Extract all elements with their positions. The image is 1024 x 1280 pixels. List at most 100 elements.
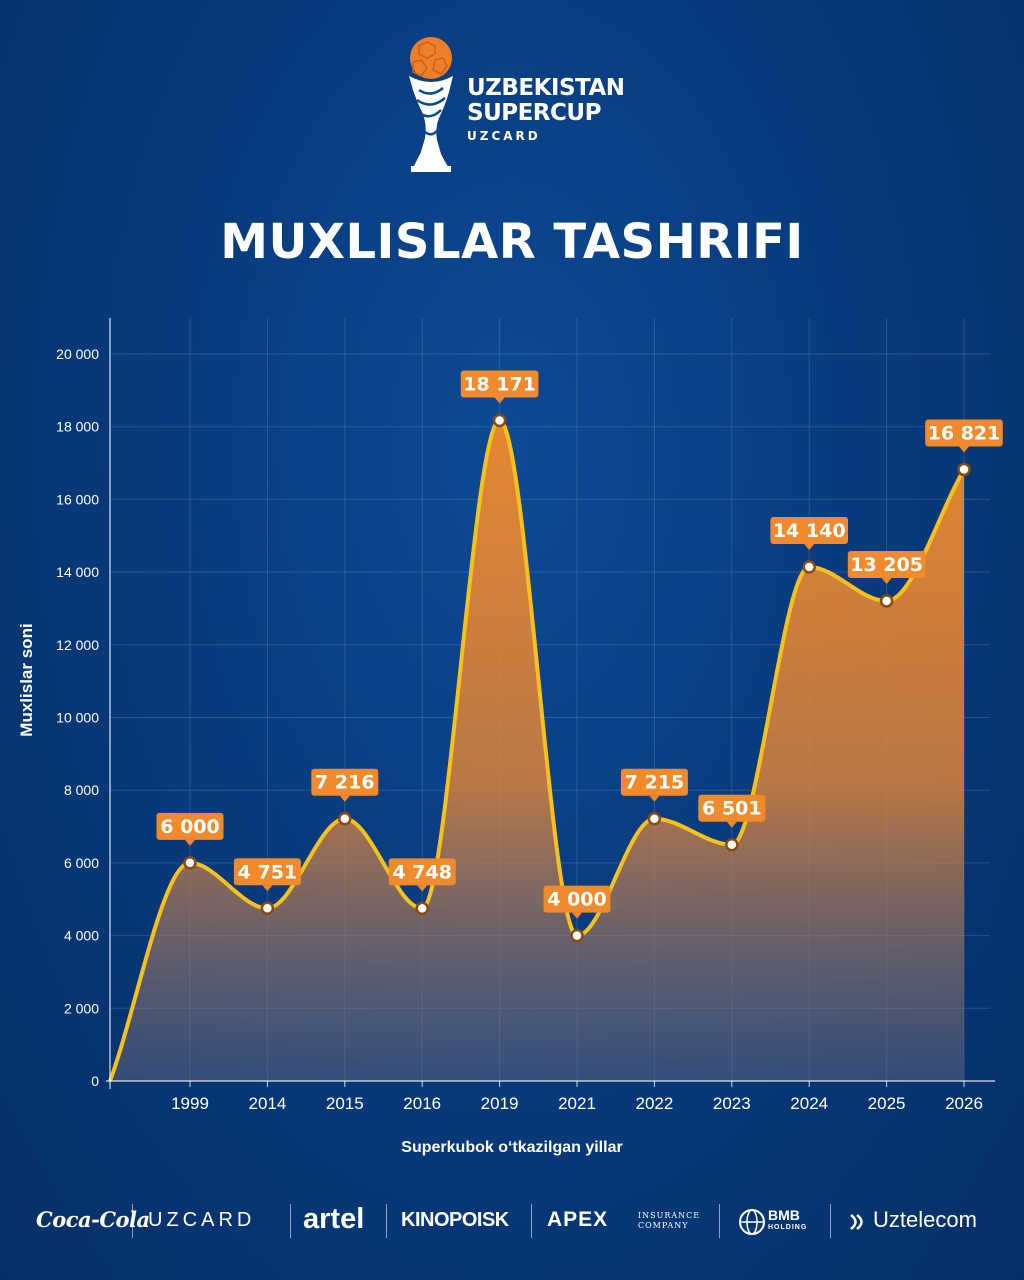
data-point — [260, 901, 275, 916]
y-tick-label: 14 000 — [56, 564, 99, 580]
data-label-text: 18 171 — [463, 373, 536, 395]
data-labels: 6 000 4 751 7 216 4 748 18 171 4 000 7 215 6 50… — [156, 370, 1003, 919]
data-label-box — [543, 885, 611, 913]
page-title: MUXLISLAR TASHRIFI — [220, 214, 804, 270]
data-label-box — [233, 858, 301, 886]
y-tick-label: 0 — [91, 1073, 99, 1089]
data-label-text: 4 751 — [238, 861, 298, 883]
data-label-box — [156, 812, 224, 840]
data-label: 7 215 — [620, 768, 688, 802]
data-label-pointer — [339, 795, 350, 802]
y-axis-label: Muxlislar soni — [17, 623, 36, 736]
data-label: 4 748 — [388, 858, 456, 892]
data-label-pointer — [649, 795, 660, 802]
y-tick-label: 4 000 — [64, 928, 99, 944]
data-label-box — [460, 370, 539, 398]
data-label: 6 000 — [156, 812, 224, 846]
data-label-box — [847, 550, 926, 578]
data-label: 6 501 — [698, 794, 766, 828]
sponsor-apex-sub1: INSURANCE — [638, 1211, 701, 1220]
y-tick-label: 16 000 — [56, 491, 99, 507]
data-label-text: 6 000 — [160, 816, 220, 838]
data-label: 16 821 — [925, 419, 1003, 453]
x-tick-label: 2016 — [403, 1094, 441, 1113]
y-tick-label: 20 000 — [56, 346, 99, 362]
y-tick-label: 8 000 — [64, 782, 99, 798]
data-label: 14 140 — [770, 517, 848, 551]
data-label-box — [770, 517, 848, 545]
x-tick-label: 2021 — [558, 1094, 596, 1113]
data-label-text: 4 748 — [392, 861, 452, 883]
bmb-globe-icon — [739, 1209, 765, 1235]
x-tick-label: 2024 — [790, 1094, 828, 1113]
area-fill — [110, 420, 964, 1081]
x-tick-labels: 1999 2014 2015 2016 2019 2021 2022 2023 2024 2025… — [171, 1094, 983, 1113]
sponsor-artel: artel — [303, 1203, 365, 1235]
sponsor-coca-cola: Coca-Cola — [36, 1207, 150, 1232]
data-label-text: 13 205 — [850, 554, 923, 576]
attendance-chart: 0 2 000 4 000 6 000 8 000 10 000 12 000 14 000 1… — [17, 318, 1003, 1156]
x-tick-label: 2014 — [248, 1094, 286, 1113]
data-label-pointer — [572, 912, 582, 919]
data-label-box — [311, 768, 379, 796]
data-label-text: 16 821 — [928, 423, 1001, 445]
data-label-pointer — [262, 885, 273, 892]
data-label-text: 7 216 — [315, 772, 375, 794]
sponsor-kinopoisk: KINOPOISK — [401, 1209, 509, 1231]
data-point — [647, 811, 662, 826]
data-point — [183, 856, 197, 870]
sponsor-apex: APEX — [547, 1208, 609, 1231]
x-axis-label: Superkubok o‘tkazilgan yillar — [401, 1139, 622, 1156]
data-label: 4 751 — [233, 858, 301, 892]
data-label-box — [620, 768, 688, 796]
y-tick-label: 18 000 — [56, 419, 99, 435]
sponsor-bmb: BMB — [768, 1207, 800, 1223]
sponsor-uzcard: UZCARD — [148, 1209, 256, 1231]
y-tick-labels: 0 2 000 4 000 6 000 8 000 10 000 12 000 14 000 1… — [56, 346, 99, 1089]
data-point — [415, 901, 429, 916]
data-point — [338, 811, 352, 826]
data-point — [725, 837, 739, 852]
data-label-pointer — [881, 577, 892, 584]
x-tick-label: 2023 — [713, 1094, 751, 1113]
data-label-box — [388, 858, 456, 886]
x-tick-label: 2022 — [635, 1094, 673, 1113]
data-label: 4 000 — [543, 885, 611, 919]
x-tick-label: 2015 — [326, 1094, 364, 1113]
data-label-pointer — [494, 397, 505, 404]
data-label-box — [925, 419, 1003, 447]
logo-line2: SUPERCUP — [467, 100, 601, 126]
y-tick-label: 12 000 — [56, 637, 99, 653]
y-tick-label: 6 000 — [64, 855, 99, 871]
data-point — [879, 594, 894, 608]
data-label-text: 4 000 — [547, 889, 607, 911]
data-label-box — [698, 794, 766, 822]
uztelecom-icon — [850, 1214, 863, 1230]
logo-line1: UZBEKISTAN — [467, 75, 625, 101]
x-tick-label: 2026 — [945, 1094, 983, 1113]
data-label-text: 14 140 — [773, 520, 846, 542]
data-point — [957, 462, 971, 477]
data-label-pointer — [804, 544, 815, 551]
data-label: 7 216 — [311, 768, 379, 802]
data-label-pointer — [726, 821, 737, 828]
data-label-text: 6 501 — [702, 798, 762, 820]
sponsors-bar: Coca-Cola UZCARD artel KINOPOISK APEX IN… — [0, 1198, 1024, 1248]
x-tick-label: 2019 — [481, 1094, 519, 1113]
data-point — [492, 413, 507, 428]
data-label-text: 7 215 — [625, 772, 685, 794]
x-tick-label: 2025 — [868, 1094, 906, 1113]
data-label: 18 171 — [460, 370, 539, 404]
data-point — [802, 560, 816, 574]
data-label-pointer — [959, 446, 969, 453]
sponsor-uztelecom: Uztelecom — [873, 1207, 977, 1232]
x-tick-label: 1999 — [171, 1094, 209, 1113]
logo-line3: UZCARD — [467, 129, 541, 143]
data-point — [570, 928, 584, 943]
data-label-pointer — [417, 885, 428, 892]
sponsor-apex-sub2: COMPANY — [638, 1221, 689, 1230]
y-tick-label: 10 000 — [56, 710, 99, 726]
axes — [106, 318, 995, 1089]
supercup-logo: UZBEKISTAN SUPERCUP UZCARD — [405, 36, 635, 176]
sponsor-bmb-sub: HOLDING — [768, 1224, 808, 1231]
